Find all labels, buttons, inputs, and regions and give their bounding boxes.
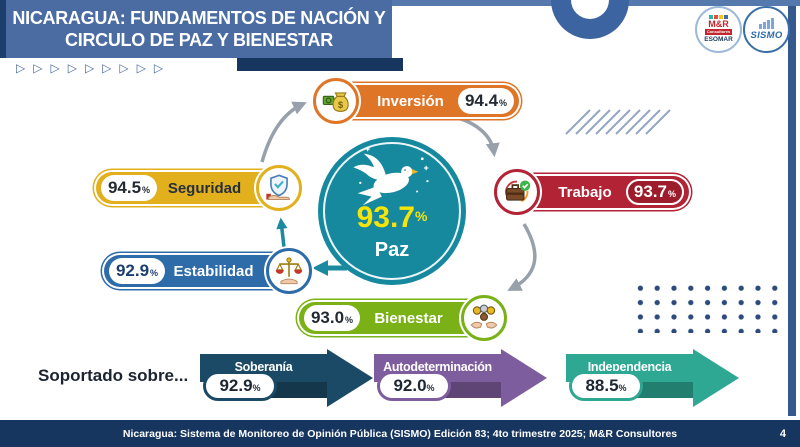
arrow-trabajo-to-bienestar — [507, 223, 537, 291]
factor-pill-seguridad: 94.5% Seguridad — [96, 165, 302, 211]
investment-icon: $ — [313, 78, 359, 124]
sismo-logo-name: SISMO — [750, 30, 783, 41]
mr-logo-sub: Consultores — [704, 29, 733, 35]
security-icon — [256, 165, 302, 211]
triangle-icon: ▷ — [136, 61, 146, 75]
triangle-icon: ▷ — [119, 61, 129, 75]
sismo-logo: SISMO — [743, 6, 790, 53]
factor-pill-trabajo: Trabajo 93.7% — [494, 169, 689, 215]
factor-label: Estabilidad — [173, 262, 254, 280]
stability-scales-icon — [266, 248, 312, 294]
dove-icon — [353, 146, 429, 206]
factor-pill-estabilidad: 92.9% Estabilidad — [104, 248, 312, 294]
triangle-icon: ▷ — [102, 61, 112, 75]
triangle-bullet-row: ▷ ▷ ▷ ▷ ▷ ▷ ▷ ▷ ▷ — [16, 61, 163, 75]
esomar-label: ESOMAR — [704, 35, 733, 43]
wellbeing-icon — [461, 295, 507, 341]
footer-bar: Nicaragua: Sistema de Monitoreo de Opini… — [0, 420, 800, 447]
support-arrow-soberania: Soberanía 92.9% — [200, 349, 375, 407]
svg-text:$: $ — [338, 100, 343, 110]
right-accent-strip — [788, 6, 796, 416]
mr-logo-name: M&R — [708, 19, 729, 30]
factor-label: Bienestar — [374, 309, 443, 327]
triangle-icon: ▷ — [50, 61, 60, 75]
diagonal-hatch-decoration — [565, 109, 671, 135]
support-value: 92.0% — [377, 371, 451, 401]
slide-title: NICARAGUA: FUNDAMENTOS DE NACIÓN Y CIRCU… — [0, 0, 392, 58]
paz-circle: 93.7% Paz — [318, 137, 466, 285]
triangle-icon: ▷ — [16, 61, 26, 75]
triangle-icon: ▷ — [33, 61, 43, 75]
factor-value: 94.5% — [101, 175, 157, 201]
title-underline-bar — [237, 58, 403, 71]
footer-source-text: Nicaragua: Sistema de Monitoreo de Opini… — [122, 427, 678, 440]
factor-value: 93.0% — [304, 305, 360, 331]
title-line-1: NICARAGUA: FUNDAMENTOS DE NACIÓN Y — [12, 7, 386, 28]
arrow-estabilidad-to-seguridad — [276, 217, 288, 248]
support-value: 88.5% — [569, 371, 643, 401]
mr-logo-graphic — [709, 15, 728, 20]
factor-value: 93.7% — [625, 179, 684, 205]
mr-consultores-logo: M&R Consultores ESOMAR — [695, 6, 742, 53]
support-label: Soberanía — [234, 360, 293, 374]
dot-grid-decoration — [630, 279, 780, 333]
support-value: 92.9% — [203, 371, 277, 401]
title-line-2: CIRCULO DE PAZ Y BIENESTAR — [65, 30, 333, 50]
factor-value: 94.4% — [458, 88, 514, 114]
paz-label: Paz — [374, 239, 410, 261]
arrow-seguridad-to-inversion — [260, 101, 307, 163]
support-label: Independencia — [587, 360, 672, 374]
support-arrow-independencia: Independencia 88.5% — [566, 349, 741, 407]
arrow-inversion-to-trabajo — [445, 113, 500, 158]
triangle-icon: ▷ — [84, 61, 95, 75]
work-icon — [494, 169, 540, 215]
support-caption: Soportado sobre... — [38, 366, 189, 385]
factor-label: Seguridad — [167, 179, 242, 197]
page-number: 4 — [779, 427, 786, 440]
factor-pill-inversion: $ Inversión 94.4% — [313, 78, 519, 124]
factor-pill-bienestar: 93.0% Bienestar — [299, 295, 507, 341]
factor-label: Inversión — [377, 92, 444, 110]
triangle-icon: ▷ — [153, 61, 164, 75]
support-label: Autodeterminación — [383, 360, 492, 374]
half-donut-decoration — [551, 0, 629, 39]
paz-value: 93.7% — [356, 201, 428, 234]
factor-value: 92.9% — [109, 258, 165, 284]
sismo-logo-graphic — [759, 18, 774, 29]
support-arrow-autodeterminacion: Autodeterminación 92.0% — [374, 349, 549, 407]
factor-label: Trabajo — [558, 183, 612, 201]
triangle-icon: ▷ — [67, 61, 77, 75]
